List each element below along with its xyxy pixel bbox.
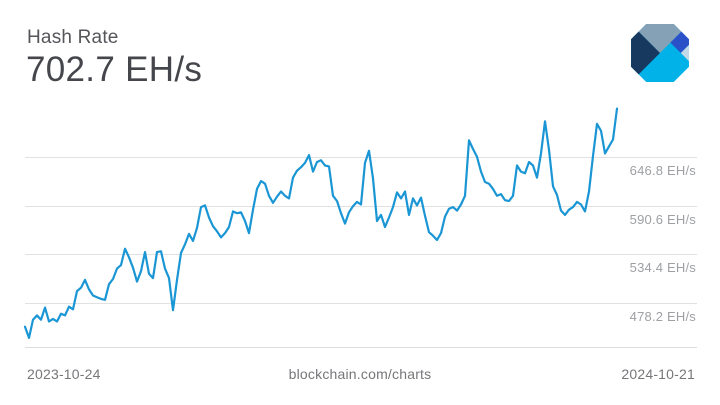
- y-axis-label: 590.6 EH/s: [629, 211, 696, 227]
- chart-title: Hash Rate: [27, 27, 119, 48]
- y-gridline: [25, 303, 697, 305]
- y-gridline: [25, 254, 697, 256]
- current-hash-rate-value: 702.7 EH/s: [26, 50, 203, 89]
- x-axis-end-date: 2024-10-21: [621, 366, 695, 382]
- x-axis-start-date: 2023-10-24: [27, 366, 101, 382]
- y-axis-label: 478.2 EH/s: [629, 309, 696, 325]
- blockchain-logo-icon: [631, 24, 689, 82]
- y-gridline: [25, 157, 697, 158]
- x-axis-line: [25, 347, 697, 348]
- y-gridline: [25, 205, 697, 207]
- y-axis-label: 646.8 EH/s: [629, 163, 696, 178]
- y-axis-label: 534.4 EH/s: [629, 260, 696, 276]
- watermark-text: blockchain.com/charts: [288, 366, 432, 382]
- hash-rate-series-line: [23, 107, 619, 339]
